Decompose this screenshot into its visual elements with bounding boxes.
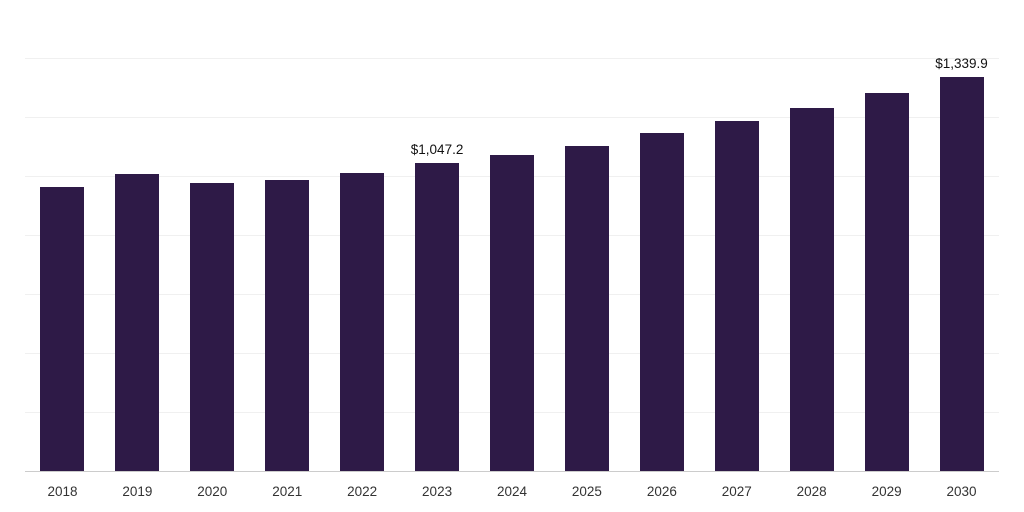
bar-value-label: $1,339.9 <box>935 55 988 71</box>
bar-slot <box>325 0 400 472</box>
gridline <box>25 117 999 118</box>
x-axis-label: 2024 <box>496 484 528 499</box>
x-axis-label: 2025 <box>571 484 602 499</box>
bar <box>489 154 534 472</box>
bar <box>265 179 310 472</box>
x-axis-label: 2019 <box>122 484 153 499</box>
bar <box>639 132 684 472</box>
bar-slot <box>699 0 774 472</box>
bar-slot <box>549 0 624 472</box>
bar <box>340 172 385 472</box>
bar-slot <box>250 0 325 472</box>
x-axis-label: 2021 <box>272 484 303 499</box>
x-axis-label: 2018 <box>47 484 78 499</box>
x-axis-label: 2030 <box>946 484 977 499</box>
bar <box>864 92 909 472</box>
x-axis-label: 2020 <box>197 484 228 499</box>
bar <box>789 107 834 472</box>
bar <box>714 120 759 472</box>
bar-slot <box>175 0 250 472</box>
bar-value-label: $1,047.2 <box>410 142 464 158</box>
x-axis-label: 2029 <box>871 484 902 499</box>
plot-area: $1,047.2 $1,339.9 <box>25 0 999 472</box>
gridline <box>25 58 999 59</box>
bar-slot <box>849 0 924 472</box>
x-axis-label: 2026 <box>646 484 677 499</box>
bar-slot: $1,339.9 <box>924 0 999 472</box>
bar <box>415 163 460 472</box>
x-axis-label: 2022 <box>347 484 378 499</box>
bars-row: $1,047.2 $1,339.9 <box>25 0 999 472</box>
bar-slot <box>774 0 849 472</box>
x-axis-label: 2028 <box>796 484 827 499</box>
bar <box>939 76 984 472</box>
bar <box>115 174 160 472</box>
x-axis: 2018 2019 2020 2021 2022 2023 2024 2025 2026 2027… <box>25 471 999 512</box>
bar-slot <box>624 0 699 472</box>
bar <box>564 146 609 472</box>
bar-slot <box>25 0 100 472</box>
bar <box>190 182 235 472</box>
bar-slot <box>100 0 175 472</box>
x-axis-label: 2027 <box>721 484 752 499</box>
bar-slot <box>475 0 550 472</box>
bar <box>40 187 85 472</box>
bar-slot: $1,047.2 <box>400 0 475 472</box>
x-axis-label: 2023 <box>422 484 453 499</box>
